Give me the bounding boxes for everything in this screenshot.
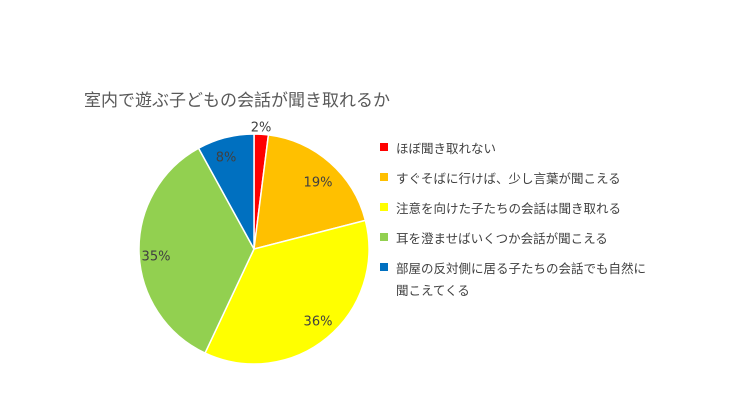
chart-title: 室内で遊ぶ子どもの会話が聞き取れるか [84,91,390,111]
legend-swatch [380,233,388,241]
data-label: 8% [216,151,237,166]
pie-slice [197,133,255,250]
legend-label: 注意を向けた子たちの会話は聞き取れる [396,201,622,216]
legend-label: すぐそばに行けば、少し言葉が聞こえる [396,171,621,186]
legend-label: 耳を澄ませばいくつか会話が聞こえる [396,231,608,246]
legend-swatch [380,173,388,181]
pie-slice [138,147,255,355]
data-label: 36% [304,315,333,330]
data-label: 2% [251,121,272,136]
data-label: 35% [142,250,171,265]
legend-label: ほぼ聞き取れない [396,141,497,156]
pie-slice [204,219,370,365]
legend-swatch [380,143,388,151]
data-label: 19% [304,176,333,191]
legend-label: 部屋の反対側に居る子たちの会話でも自然に聞こえてくる [396,261,647,298]
legend-swatch [380,263,388,271]
legend-item: すぐそばに行けば、少し言葉が聞こえる [380,168,680,190]
chart-legend: ほぼ聞き取れないすぐそばに行けば、少し言葉が聞こえる 注意を向けた子たちの会話は聞… [380,138,680,310]
pie-slice [253,134,367,251]
legend-item: 注意を向けた子たちの会話は聞き取れる [380,198,680,220]
legend-item: 耳を澄ませばいくつか会話が聞こえる [380,228,680,250]
legend-item: 部屋の反対側に居る子たちの会話でも自然に聞こえてくる [380,258,680,302]
legend-item: ほぼ聞き取れない [380,138,680,160]
legend-swatch [380,203,388,211]
